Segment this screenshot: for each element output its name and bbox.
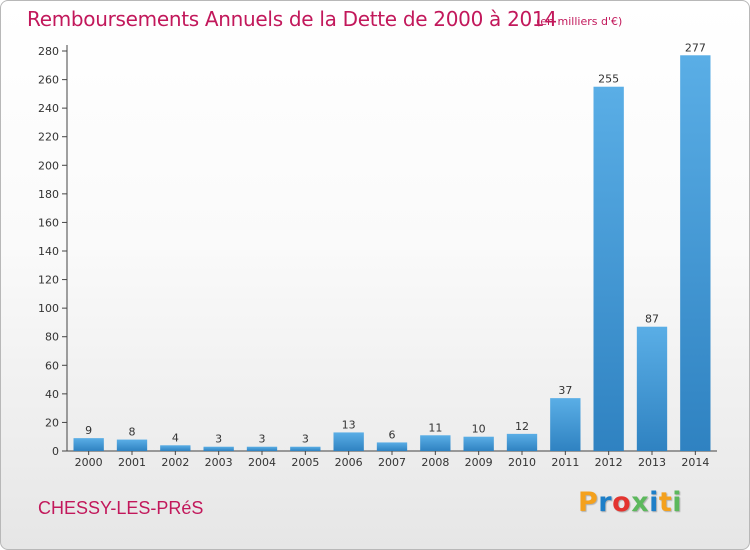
value-labels: 9 8 4 3 3 3 13 6 11 10 12 37 255 87 277 — [85, 41, 706, 445]
y-tick-label: 240 — [38, 102, 59, 115]
x-tick-label: 2010 — [508, 456, 536, 469]
x-tick-label: 2006 — [335, 456, 363, 469]
y-tick-label: 60 — [45, 359, 59, 372]
x-tick-label: 2001 — [118, 456, 146, 469]
proxiti-logo[interactable]: Proxiti — [578, 487, 682, 518]
bar-2000[interactable] — [73, 438, 104, 451]
x-tick-label: 2009 — [465, 456, 493, 469]
x-tick-label: 2013 — [638, 456, 666, 469]
value-label-2007: 6 — [389, 428, 396, 441]
y-tick-label: 280 — [38, 45, 59, 58]
x-tick-label: 2004 — [248, 456, 276, 469]
bar-2010[interactable] — [506, 433, 538, 451]
value-label-2006: 13 — [342, 418, 356, 431]
x-tick-label: 2008 — [421, 456, 449, 469]
value-label-2012: 255 — [598, 73, 619, 86]
x-tick-label: 2012 — [595, 456, 623, 469]
value-label-2003: 3 — [215, 433, 222, 446]
bar-2008[interactable] — [420, 435, 451, 451]
bar-2009[interactable] — [463, 436, 494, 451]
bars — [73, 55, 711, 452]
value-label-2008: 11 — [428, 421, 442, 434]
y-tick-label: 0 — [52, 445, 59, 458]
y-tick-label: 100 — [38, 302, 59, 315]
x-tick-label: 2014 — [681, 456, 709, 469]
value-label-2004: 3 — [259, 433, 266, 446]
x-axis: 2000 2001 2002 2003 2004 2005 2006 2007 2008 2009… — [67, 450, 717, 469]
y-tick-label: 160 — [38, 216, 59, 229]
y-tick-label: 40 — [45, 388, 59, 401]
x-tick-label: 2005 — [291, 456, 319, 469]
bar-2002[interactable] — [160, 445, 191, 451]
value-label-2014: 277 — [685, 41, 706, 54]
chart-title: Remboursements Annuels de la Dette de 20… — [27, 7, 557, 31]
value-label-2002: 4 — [172, 431, 179, 444]
bar-2001[interactable] — [116, 439, 148, 451]
logo-letter: r — [598, 487, 613, 518]
value-label-2011: 37 — [558, 384, 572, 397]
y-axis: 0 20 40 60 80 100 120 140 160 180 200 220 240 260 280 — [38, 45, 68, 458]
y-tick-label: 180 — [38, 188, 59, 201]
value-label-2001: 8 — [129, 426, 136, 439]
bar-2012[interactable] — [593, 86, 624, 451]
commune-name: CHESSY-LES-PRéS — [38, 498, 204, 518]
x-tick-label: 2002 — [161, 456, 189, 469]
y-tick-label: 120 — [38, 274, 59, 287]
bar-2003[interactable] — [203, 446, 234, 451]
logo-letter: P — [578, 487, 599, 518]
value-label-2013: 87 — [645, 313, 659, 326]
x-tick-label: 2011 — [551, 456, 579, 469]
logo-letter: o — [612, 487, 632, 518]
y-tick-label: 260 — [38, 74, 59, 87]
value-label-2009: 10 — [472, 423, 486, 436]
bar-2004[interactable] — [246, 446, 278, 451]
bar-2006[interactable] — [333, 432, 364, 451]
logo-letter: t — [658, 487, 673, 518]
x-tick-label: 2000 — [75, 456, 103, 469]
bar-2011[interactable] — [550, 398, 581, 451]
y-tick-label: 200 — [38, 159, 59, 172]
value-label-2000: 9 — [85, 424, 92, 437]
unit-label: (en milliers d'€) — [536, 15, 623, 28]
logo-letter: i — [649, 487, 659, 518]
bar-2014[interactable] — [680, 55, 711, 452]
logo-letter: i — [672, 487, 683, 518]
y-tick-label: 20 — [45, 416, 59, 429]
y-tick-label: 220 — [38, 131, 59, 144]
bar-2013[interactable] — [636, 326, 668, 451]
x-tick-label: 2007 — [378, 456, 406, 469]
bar-2005[interactable] — [290, 446, 321, 451]
x-tick-label: 2003 — [205, 456, 233, 469]
value-label-2010: 12 — [515, 420, 529, 433]
y-tick-label: 80 — [45, 331, 59, 344]
logo-letter: x — [631, 487, 650, 518]
bar-2007[interactable] — [376, 442, 408, 451]
value-label-2005: 3 — [302, 433, 309, 446]
y-tick-label: 140 — [38, 245, 59, 258]
